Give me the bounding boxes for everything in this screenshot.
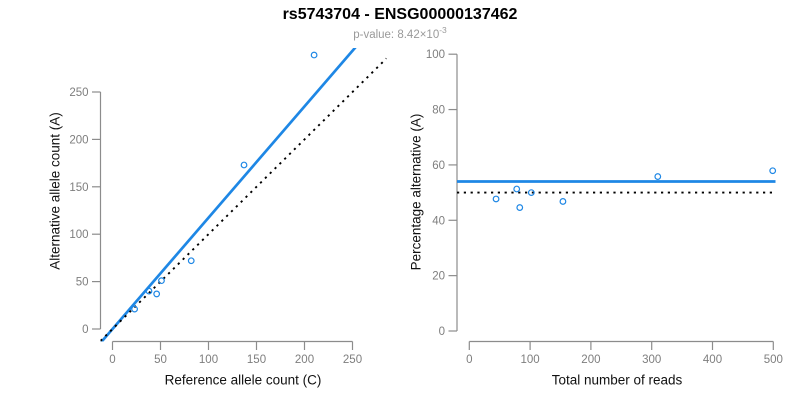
- x-tick-label: 0: [466, 354, 472, 366]
- figure-title: rs5743704 - ENSG00000137462: [282, 6, 518, 23]
- x-tick-label: 100: [199, 354, 218, 366]
- data-point: [492, 195, 500, 203]
- right-y-axis-title: Percentage alternative (A): [408, 113, 424, 271]
- x-tick-label: 0: [109, 354, 115, 366]
- y-tick-label: 150: [69, 182, 88, 194]
- data-point: [131, 305, 138, 313]
- data-point: [527, 189, 535, 197]
- right-scatter-panel: 0 100 200 300 400 500 0 20 40 60 80 100: [426, 49, 783, 366]
- y-tick-label: 250: [69, 87, 88, 99]
- x-tick-label: 150: [247, 354, 266, 366]
- data-point: [769, 167, 777, 175]
- x-tick-label: 200: [295, 354, 314, 366]
- y-tick-label: 0: [439, 326, 445, 338]
- data-point: [310, 51, 318, 59]
- data-point: [240, 161, 248, 169]
- x-tick-label: 300: [642, 354, 661, 366]
- data-point: [513, 185, 521, 193]
- right-x-axis-title: Total number of reads: [551, 372, 683, 388]
- y-tick-label: 60: [432, 160, 445, 172]
- data-point: [145, 287, 153, 295]
- y-tick-label: 50: [76, 277, 89, 289]
- y-tick-label: 200: [69, 134, 88, 146]
- pvalue-exponent: -3: [439, 25, 447, 35]
- data-point: [559, 198, 567, 205]
- x-tick-label: 100: [521, 354, 540, 366]
- left-y-axis-title: Alternative allele count (A): [47, 112, 63, 270]
- y-tick-label: 100: [69, 229, 88, 241]
- pvalue-subtitle: p-value: 8.42×10-3: [0, 25, 800, 41]
- y-tick-label: 40: [432, 215, 445, 227]
- y-tick-label: 100: [426, 49, 445, 61]
- identity-line: [100, 57, 387, 342]
- data-point: [654, 173, 662, 180]
- left-x-axis-title: Reference allele count (C): [164, 372, 322, 388]
- data-point: [516, 204, 524, 211]
- fitted-ratio-line: [100, 48, 357, 342]
- pvalue-text: p-value: 8.42×10: [353, 28, 440, 41]
- x-tick-label: 400: [703, 354, 722, 366]
- y-tick-label: 0: [82, 324, 88, 336]
- data-point: [158, 277, 165, 285]
- data-point: [187, 257, 195, 265]
- x-tick-label: 50: [154, 354, 167, 366]
- x-tick-label: 500: [764, 354, 783, 366]
- data-point: [153, 290, 161, 298]
- x-tick-label: 200: [581, 354, 600, 366]
- y-tick-label: 20: [432, 271, 445, 283]
- x-tick-label: 250: [343, 354, 362, 366]
- left-scatter-panel: 0 50 100 150 200 250 0 50 100 150 200 250: [69, 48, 387, 366]
- y-tick-label: 80: [432, 105, 445, 117]
